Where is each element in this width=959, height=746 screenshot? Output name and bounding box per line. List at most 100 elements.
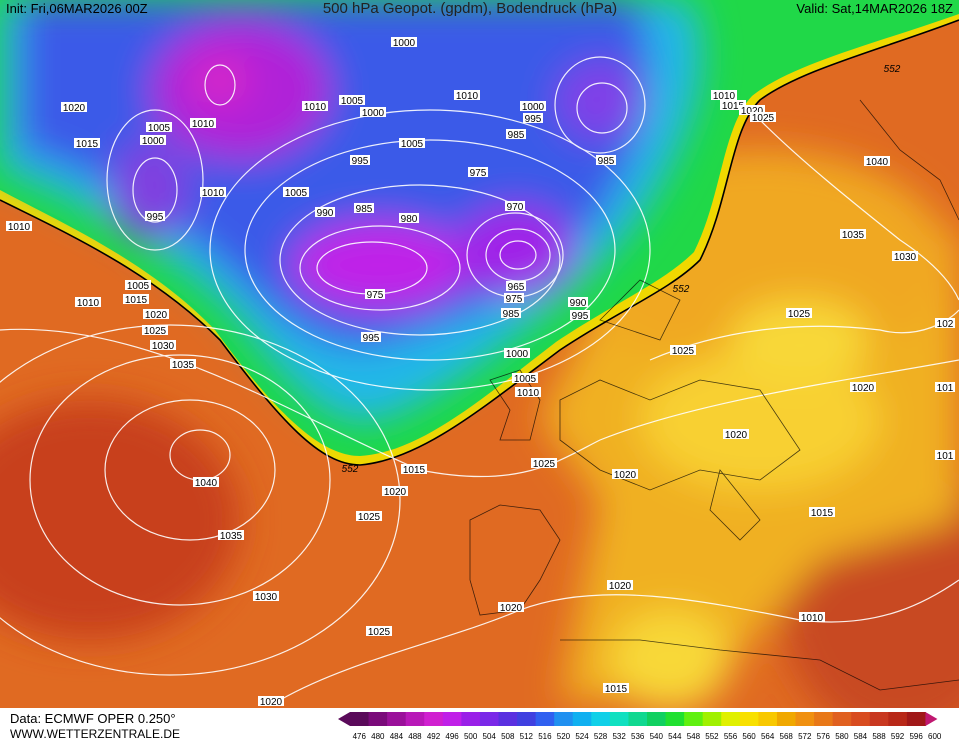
isobar-label-bg (670, 345, 696, 355)
legend-swatch (776, 712, 796, 726)
isobar-label: 1000 (142, 136, 165, 147)
isobar-label-bg (361, 332, 381, 342)
isobar-label-bg (75, 297, 101, 307)
legend-label: 532 (612, 732, 626, 741)
isobar-label: 1020 (63, 103, 86, 114)
isobar-label: 1020 (609, 581, 632, 592)
isobar-label: 1000 (393, 38, 416, 49)
isobar-label: 101 (937, 451, 954, 462)
legend-swatch (869, 712, 889, 726)
isobar-label: 1035 (172, 360, 195, 371)
isobar-label-bg (350, 155, 370, 165)
isobar-label: 980 (401, 214, 418, 225)
isobar-label-bg (520, 101, 546, 111)
isobar-label: 1025 (368, 627, 391, 638)
legend-label: 536 (631, 732, 645, 741)
isobar-label: 1030 (152, 341, 175, 352)
legend-label: 592 (891, 732, 905, 741)
isobar-label-bg (570, 310, 590, 320)
legend-swatch (609, 712, 629, 726)
isobar-label-bg (523, 113, 543, 123)
isobar-label: 1020 (260, 697, 283, 708)
isobar-label-bg (356, 511, 382, 521)
isobar-label-bg (399, 138, 425, 148)
isobar-label-bg (720, 100, 746, 110)
isobar-label: 1040 (195, 478, 218, 489)
isobar-label-bg (603, 683, 629, 693)
isobar-label-bg (366, 626, 392, 636)
isobar-label-bg (850, 382, 876, 392)
isobar-label: 1015 (722, 101, 745, 112)
isobar-label: 990 (570, 298, 587, 309)
isobar-label: 970 (507, 202, 524, 213)
isobar-label-bg (512, 373, 538, 383)
isobar-label: 1000 (506, 349, 529, 360)
isobar-label-bg (74, 138, 100, 148)
isobar-label-bg (140, 135, 166, 145)
isobar-label: 1015 (403, 465, 426, 476)
isobar-label-bg (739, 105, 765, 115)
isobar-label: 1015 (125, 295, 148, 306)
legend-swatch (387, 712, 407, 726)
isobar-label-bg (607, 580, 633, 590)
legend-swatch (405, 712, 425, 726)
isobar-label-bg (501, 308, 521, 318)
isobar-label-bg (399, 213, 419, 223)
isobar-label-bg (391, 37, 417, 47)
isobar-label-bg (504, 348, 530, 358)
isobar-label-bg (506, 129, 526, 139)
isobar-label-bg (146, 122, 172, 132)
legend-swatch (721, 712, 741, 726)
legend-swatch (368, 712, 388, 726)
legend-label: 588 (872, 732, 886, 741)
isobar-label: 1010 (801, 613, 824, 624)
isobar-label: 101 (937, 383, 954, 394)
isobar-label-bg (382, 486, 408, 496)
legend-label: 484 (390, 732, 404, 741)
isobar-label: 102 (937, 319, 954, 330)
isobar-label-bg (193, 477, 219, 487)
isobar-label: 1010 (456, 91, 479, 102)
legend-swatch (888, 712, 908, 726)
data-source: Data: ECMWF OPER 0.250° (10, 711, 176, 726)
isobar-label-bg (258, 696, 284, 706)
legend-label: 552 (705, 732, 719, 741)
isobar-label-bg (190, 118, 216, 128)
legend-swatch (628, 712, 648, 726)
isobar-label: 995 (525, 114, 542, 125)
isobar-label-bg (506, 281, 526, 291)
isobar-label: 1025 (144, 326, 167, 337)
isobar-label-bg (935, 450, 955, 460)
isobar-label: 1030 (255, 592, 278, 603)
legend-label: 560 (742, 732, 756, 741)
contour-label: 552 (884, 64, 901, 75)
isobar-label-bg (799, 612, 825, 622)
isobar-label-bg (596, 155, 616, 165)
isobar-label: 985 (503, 309, 520, 320)
legend-swatch (851, 712, 871, 726)
isobar-label-bg (935, 318, 955, 328)
isobar-label: 995 (352, 156, 369, 167)
contour-label: 552 (342, 464, 359, 475)
isobar-label-bg (504, 293, 524, 303)
legend-swatch (461, 712, 481, 726)
isobar-label-bg (454, 90, 480, 100)
legend-label: 576 (817, 732, 831, 741)
isobar-label: 1040 (866, 157, 889, 168)
isobar-label: 985 (356, 204, 373, 215)
contour-label: 552 (673, 284, 690, 295)
isobar-label: 1015 (811, 508, 834, 519)
isobar-label: 1020 (500, 603, 523, 614)
isobar-label-bg (892, 251, 918, 261)
isobar-label: 1010 (713, 91, 736, 102)
legend-swatch (665, 712, 685, 726)
isobar-label: 1020 (145, 310, 168, 321)
isobar-label: 1010 (77, 298, 100, 309)
legend-swatch (554, 712, 574, 726)
isobar-label: 1030 (894, 252, 917, 263)
isobar-label: 1000 (362, 108, 385, 119)
legend-label: 516 (538, 732, 552, 741)
legend-label: 544 (668, 732, 682, 741)
site-name: WWW.WETTERZENTRALE.DE (10, 727, 180, 741)
isobar-label: 1020 (741, 106, 764, 117)
